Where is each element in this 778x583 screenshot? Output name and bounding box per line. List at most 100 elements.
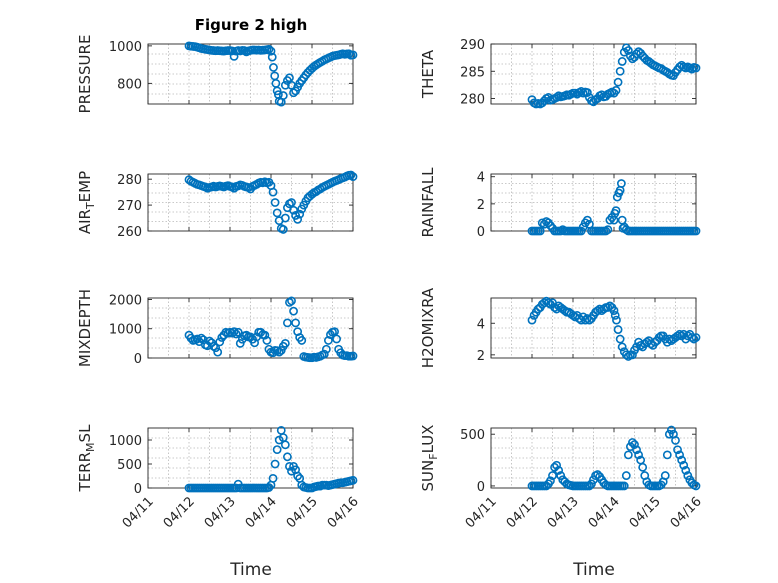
data-point [610,310,620,320]
data-point [548,471,557,480]
data-point [550,303,559,312]
data-point [613,325,623,334]
data-point [634,450,643,460]
data-point [260,330,270,340]
x-tick-label: 04/14 [243,494,280,531]
data-point [297,336,307,345]
data-point [272,208,282,218]
panel-rainfall: 0 2 4 RAINFALL [419,167,701,240]
data-point [321,344,331,354]
data-point [272,86,282,96]
series-mixdepth [184,296,358,363]
data-point [344,49,354,59]
data-point [675,62,684,72]
panels: 800 1000 PRESSURE 280 285 290 THETA 260 270 280 AI… [76,35,705,532]
data-point [246,332,255,342]
panel-terr_msl: 04/11 04/12 04/13 04/14 04/15 04/16 0 500 1000 TE… [76,424,362,531]
y-axis-label-terr_msl: TERRMSL [76,424,97,493]
y-tick-label: 290 [460,38,485,53]
series-h2omixra [527,296,701,361]
data-point [623,352,633,361]
data-point [621,350,631,360]
x-axis-label-left: Time [229,560,272,580]
data-point [332,334,341,344]
data-point [241,330,251,340]
y-tick-label: 4 [477,317,485,332]
x-tick-label: 04/12 [504,494,541,531]
data-point [546,476,555,486]
data-point [227,46,237,56]
series-air_temp [184,170,358,234]
y-tick-label: 500 [117,458,142,473]
data-point [217,333,227,342]
x-tick-label: 04/14 [586,494,623,531]
y-tick-label: 270 [117,199,142,214]
data-point [264,44,274,54]
data-point [660,471,670,480]
series-theta [527,43,701,109]
series-sun_flux [527,425,701,491]
y-tick-label: 2000 [109,293,142,308]
data-point [285,297,294,307]
axes-box-pressure [147,43,354,105]
data-point [554,466,564,475]
data-point [280,440,290,450]
data-point [691,226,701,236]
y-tick-label: 1000 [109,323,142,338]
data-point [616,179,626,188]
data-point [348,475,358,485]
y-axis-label-mixdepth: MIXDEPTH [76,289,94,367]
y-tick-label: 2 [477,349,485,364]
y-tick-label: 2 [477,198,485,213]
series-pressure [184,41,358,107]
data-point [271,78,281,88]
data-point [603,225,613,235]
x-tick-label: 04/11 [120,494,157,531]
data-point [632,445,641,455]
data-point [348,172,358,181]
x-tick-label: 04/16 [668,494,705,531]
data-point [287,296,296,306]
data-point [289,306,298,316]
y-tick-label: 285 [460,65,485,80]
data-point [683,471,693,480]
data-point [280,338,290,348]
x-tick-label: 04/13 [545,494,582,531]
data-point [186,333,196,343]
grid-h2omixra [490,298,697,358]
series-terr_msl [184,425,358,493]
grid-rainfall [490,174,697,231]
data-point [623,450,633,460]
y-axis-label-sun_flux: SUNFLUX [419,425,440,492]
data-point [229,327,239,337]
x-tick-label: 04/15 [284,494,321,531]
data-point [628,438,637,447]
axes-box-sun_flux [490,427,697,489]
data-point [231,329,241,339]
data-point [289,88,298,98]
data-point [597,90,607,100]
data-point [609,306,619,316]
data-point [198,335,208,345]
data-point [285,73,294,83]
data-point [293,214,303,224]
data-point [689,334,699,344]
data-point [552,93,561,102]
y-tick-label: 260 [117,225,142,240]
data-point [687,333,697,342]
data-point [615,66,625,76]
y-tick-label: 280 [460,93,485,108]
data-point [619,47,629,57]
data-point [272,346,282,356]
panel-air_temp: 260 270 280 AIRTEMP [76,170,358,240]
data-point [272,445,282,454]
data-point [681,466,691,475]
data-point [662,450,672,460]
data-point [582,88,592,97]
data-point [675,450,684,460]
panel-theta: 280 285 290 THETA [419,38,701,109]
data-point [615,334,625,344]
x-tick-label: 04/15 [627,494,664,531]
data-point [270,198,280,207]
data-point [289,205,298,215]
